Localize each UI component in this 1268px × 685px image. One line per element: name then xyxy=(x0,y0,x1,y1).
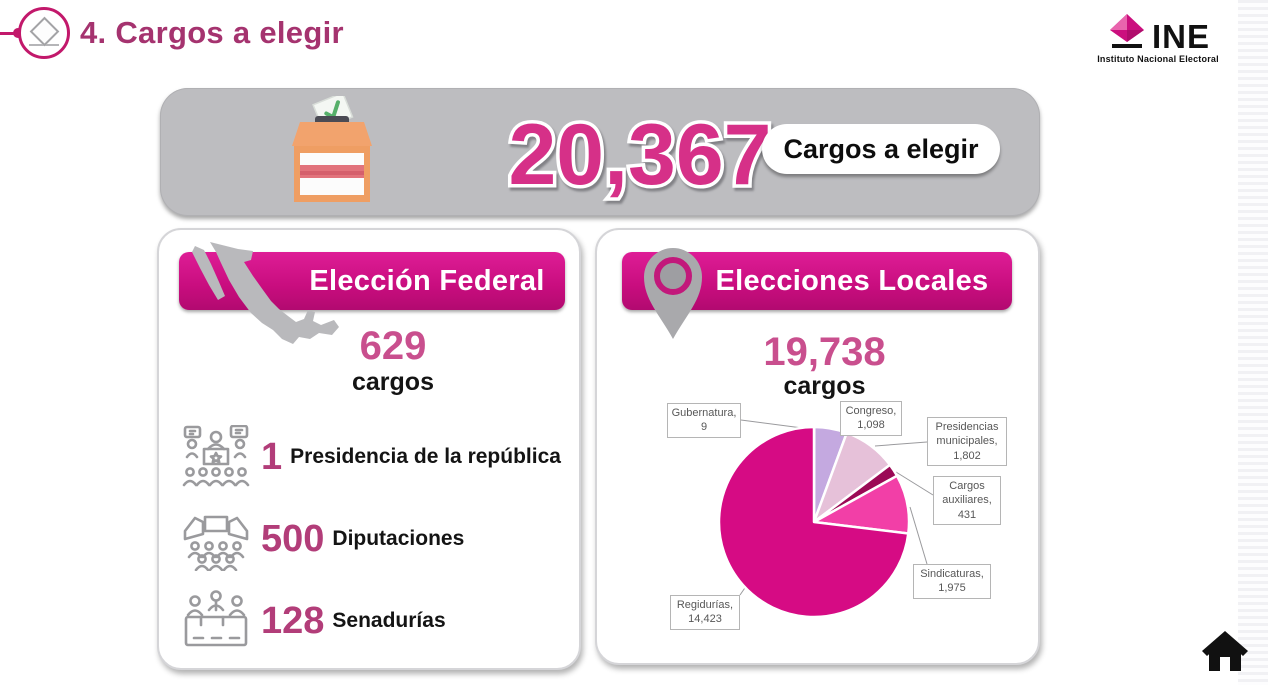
federal-item-label: Senadurías xyxy=(332,609,446,632)
ballot-diamond-icon xyxy=(29,16,59,46)
pie-callout-gubernatura: Gubernatura, 9 xyxy=(667,403,741,438)
callout-value: 1,098 xyxy=(857,419,885,432)
banner-total-number: 20,367 xyxy=(505,104,775,207)
ballot-slot-icon xyxy=(18,7,70,59)
podium-audience-icon xyxy=(182,425,250,487)
mexico-map-icon xyxy=(192,242,339,344)
callout-value: 14,423 xyxy=(688,613,722,626)
total-banner: 20,367 Cargos a elegir xyxy=(160,88,1040,216)
federal-item-count: 500 xyxy=(261,517,325,560)
pie-callout-presidencias: Presidencias municipales, 1,802 xyxy=(927,417,1007,466)
page-title: 4. Cargos a elegir xyxy=(80,15,344,50)
home-button[interactable] xyxy=(1198,627,1252,675)
callout-value: 1,802 xyxy=(953,449,981,462)
federal-item-presidencia: 1 Presidencia de la república xyxy=(181,418,561,496)
callout-value: 431 xyxy=(957,508,977,521)
pie-callout-regidurias: Regidurías, 14,423 xyxy=(670,595,740,630)
federal-item-label: Diputaciones xyxy=(332,527,465,550)
callout-label: Sindicaturas, xyxy=(920,568,984,580)
federal-item-count: 128 xyxy=(261,599,325,642)
local-pie-chart xyxy=(717,419,934,619)
callout-label: Cargos auxiliares, xyxy=(942,480,992,507)
callout-label: Gubernatura, xyxy=(671,407,737,419)
pie-callout-auxiliares: Cargos auxiliares, 431 xyxy=(933,476,1001,525)
ine-diamond-icon xyxy=(1109,14,1144,48)
pie-callout-congreso: Congreso, 1,098 xyxy=(840,401,902,436)
local-total-unit: cargos xyxy=(783,372,866,400)
ine-subtitle: Instituto Nacional Electoral xyxy=(1097,54,1219,64)
senate-desk-icon xyxy=(184,590,248,647)
parliament-benches-icon xyxy=(183,515,249,571)
banner-label-pill: Cargos a elegir xyxy=(762,124,1000,174)
banner-label: Cargos a elegir xyxy=(783,133,979,164)
home-icon xyxy=(1202,631,1248,671)
callout-label: Congreso, xyxy=(845,405,897,417)
callout-label: Presidencias municipales, xyxy=(935,421,999,448)
local-card: Elecciones Locales 19,738 cargos Guberna… xyxy=(595,228,1040,665)
callout-value: 9 xyxy=(700,421,708,434)
svg-text:20,367: 20,367 xyxy=(508,107,771,203)
federal-item-label: Presidencia de la república xyxy=(290,445,561,468)
callout-label: Regidurías, xyxy=(676,599,734,611)
local-header-label: Elecciones Locales xyxy=(715,264,989,297)
ballot-box-icon xyxy=(292,96,372,202)
federal-total: 629 xyxy=(359,324,427,368)
callout-value: 1,975 xyxy=(938,582,966,595)
federal-card: Elección Federal 629 cargos xyxy=(157,228,581,670)
pie-slice-regidurías xyxy=(717,425,910,619)
local-header: Elecciones Locales xyxy=(622,252,1012,310)
pie-callout-sindicaturas: Sindicaturas, 1,975 xyxy=(913,564,991,599)
ine-acronym: INE xyxy=(1151,18,1210,56)
federal-item-diputaciones: 500 Diputaciones xyxy=(181,500,464,578)
pie-slices xyxy=(717,425,911,619)
ine-logo: INE Instituto Nacional Electoral xyxy=(1078,12,1238,64)
federal-item-senadurias: 128 Senadurías xyxy=(181,582,446,660)
local-total: 19,738 xyxy=(763,330,886,374)
edge-stripe-texture xyxy=(1238,0,1268,685)
federal-item-count: 1 xyxy=(261,435,283,478)
location-pin-icon xyxy=(644,248,702,339)
federal-header-label: Elección Federal xyxy=(309,264,545,297)
federal-total-unit: cargos xyxy=(352,368,434,396)
title-connector-line xyxy=(0,32,17,35)
